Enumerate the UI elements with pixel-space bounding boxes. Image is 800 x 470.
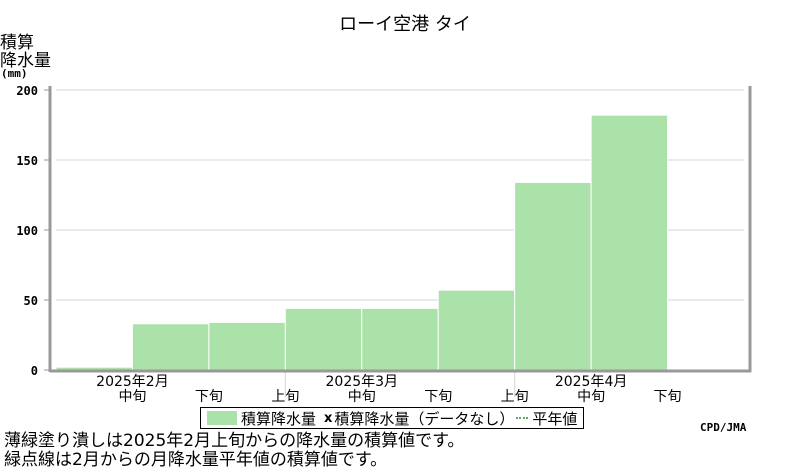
x-month-label: 2025年3月	[326, 374, 399, 390]
area-step-5	[361, 307, 439, 371]
x-tick-label: 下旬	[195, 389, 223, 405]
y-tick-label: 200	[16, 84, 38, 98]
y-tick-label: 50	[24, 294, 38, 308]
area-step-7	[514, 181, 592, 371]
x-tick-label: 中旬	[348, 389, 376, 405]
legend-nodata-label: 積算降水量（データなし）	[334, 409, 515, 428]
x-month-label: 2025年4月	[555, 374, 628, 390]
y-axis-label-line2: 降水量	[0, 51, 51, 71]
chart-title: ローイ空港 タイ	[339, 14, 471, 35]
x-tick-label: 下旬	[424, 389, 452, 405]
x-tick-label: 中旬	[577, 389, 605, 405]
area-step-8	[590, 114, 669, 371]
note-line-1: 薄緑塗り潰しは2025年2月上旬からの降水量の積算値です。	[4, 431, 465, 451]
x-month-label: 2025年2月	[96, 374, 169, 390]
x-tick-label: 上旬	[501, 389, 529, 405]
legend-normal-label: 平年値	[532, 409, 578, 428]
note-line-2: 緑点線は2月からの月降水量平年値の積算値です。	[4, 450, 388, 470]
x-tick-label: 中旬	[118, 389, 146, 405]
y-tick-labels: 0 50 100 150 200	[16, 84, 38, 378]
legend-fill-label: 積算降水量	[241, 409, 317, 428]
y-tick-label: 100	[16, 224, 38, 238]
x-tick-label: 上旬	[271, 389, 299, 405]
y-tick-label: 150	[16, 154, 38, 168]
area-step-4	[284, 307, 363, 371]
x-tick-label: 下旬	[654, 389, 682, 405]
y-tick-label: 0	[31, 364, 38, 378]
area-step-3	[208, 321, 286, 371]
y-axis-label-line1: 積算	[0, 33, 34, 53]
legend-fill-swatch	[207, 411, 237, 425]
plot-area	[55, 114, 669, 371]
legend-nodata-marker: x	[324, 410, 333, 426]
credit: CPD/JMA	[700, 421, 747, 434]
legend-normal-line-icon	[516, 417, 529, 419]
area-step-6	[437, 289, 516, 371]
axes	[44, 86, 752, 373]
legend: 積算降水量 x 積算降水量（データなし） 平年値	[200, 407, 585, 429]
y-axis-unit: (mm)	[1, 67, 28, 80]
area-step-2	[131, 323, 210, 371]
